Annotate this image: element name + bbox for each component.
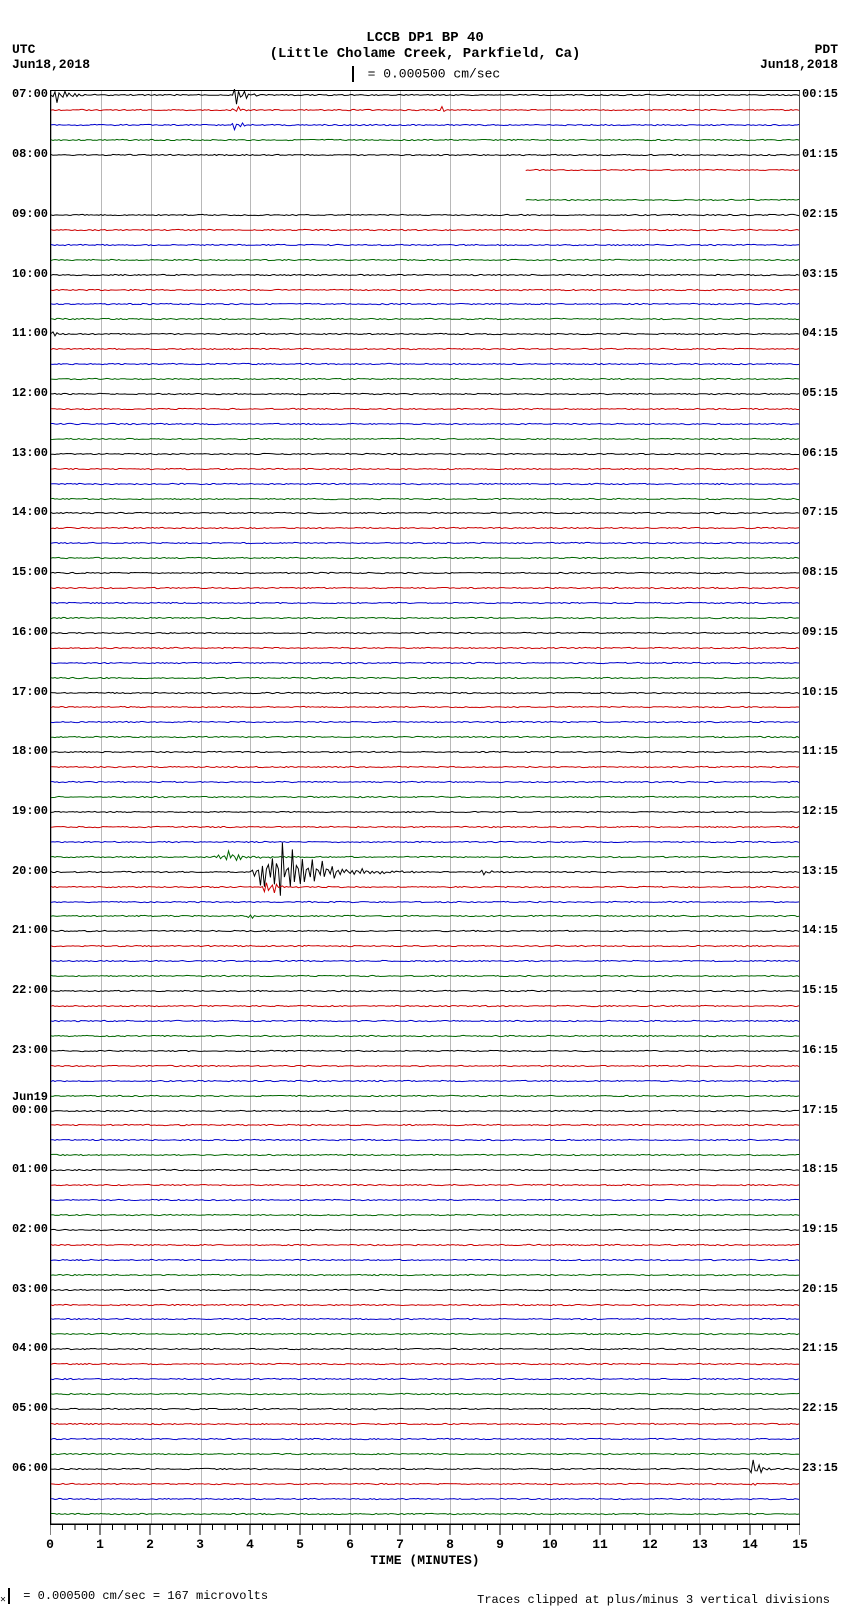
time-label-left: 18:00 <box>0 744 48 758</box>
x-tick-label: 8 <box>446 1537 454 1552</box>
x-axis-title: TIME (MINUTES) <box>50 1553 800 1568</box>
time-label-left: 06:00 <box>0 1461 48 1475</box>
tz-left-label: UTC <box>12 42 90 57</box>
x-axis-ticks <box>50 1523 800 1537</box>
x-axis: TIME (MINUTES) 0123456789101112131415 <box>50 1523 800 1563</box>
time-label-right: 08:15 <box>802 565 850 579</box>
time-label-right: 15:15 <box>802 983 850 997</box>
time-label-right: 17:15 <box>802 1103 850 1117</box>
time-label-left: 21:00 <box>0 923 48 937</box>
x-tick-label: 11 <box>592 1537 608 1552</box>
time-label-left: 04:00 <box>0 1341 48 1355</box>
x-tick-label: 14 <box>742 1537 758 1552</box>
time-label-right: 06:15 <box>802 446 850 460</box>
x-tick-label: 7 <box>396 1537 404 1552</box>
time-label-right: 12:15 <box>802 804 850 818</box>
scale-bar-icon <box>8 1588 10 1604</box>
x-tick-label: 15 <box>792 1537 808 1552</box>
time-label-left: 03:00 <box>0 1282 48 1296</box>
time-label-right: 20:15 <box>802 1282 850 1296</box>
time-label-left: 16:00 <box>0 625 48 639</box>
time-label-right: 02:15 <box>802 207 850 221</box>
time-label-left: 14:00 <box>0 505 48 519</box>
x-tick-label: 10 <box>542 1537 558 1552</box>
time-label-right: 22:15 <box>802 1401 850 1415</box>
time-label-left: 08:00 <box>0 147 48 161</box>
time-label-left: 09:00 <box>0 207 48 221</box>
time-label-right: 03:15 <box>802 267 850 281</box>
time-label-right: 19:15 <box>802 1222 850 1236</box>
time-label-right: 00:15 <box>802 87 850 101</box>
station-name: (Little Cholame Creek, Parkfield, Ca) <box>0 46 850 62</box>
tz-right-label: PDT <box>760 42 838 57</box>
time-label-right: 05:15 <box>802 386 850 400</box>
time-label-right: 07:15 <box>802 505 850 519</box>
time-label-left: 07:00 <box>0 87 48 101</box>
x-tick-label: 9 <box>496 1537 504 1552</box>
station-code: LCCB DP1 BP 40 <box>0 30 850 46</box>
x-tick-label: 1 <box>96 1537 104 1552</box>
x-tick-label: 6 <box>346 1537 354 1552</box>
time-label-left: 01:00 <box>0 1162 48 1176</box>
time-label-left: 15:00 <box>0 565 48 579</box>
grid-line <box>799 91 800 1524</box>
date-label-left: Jun19 <box>0 1090 48 1104</box>
time-label-right: 04:15 <box>802 326 850 340</box>
header: LCCB DP1 BP 40 (Little Cholame Creek, Pa… <box>0 0 850 62</box>
helicorder-plot <box>50 90 800 1525</box>
time-label-right: 11:15 <box>802 744 850 758</box>
x-tick-label: 13 <box>692 1537 708 1552</box>
time-label-right: 09:15 <box>802 625 850 639</box>
time-label-left: 11:00 <box>0 326 48 340</box>
time-label-left: 19:00 <box>0 804 48 818</box>
x-tick-label: 5 <box>296 1537 304 1552</box>
time-label-left: 22:00 <box>0 983 48 997</box>
x-tick-label: 4 <box>246 1537 254 1552</box>
x-tick-label: 0 <box>46 1537 54 1552</box>
x-tick-label: 2 <box>146 1537 154 1552</box>
x-tick-label: 3 <box>196 1537 204 1552</box>
time-label-right: 14:15 <box>802 923 850 937</box>
footer-left-text: = 0.000500 cm/sec = 167 microvolts <box>23 1590 268 1604</box>
x-tick-label: 12 <box>642 1537 658 1552</box>
time-label-left: 20:00 <box>0 864 48 878</box>
footer-right: Traces clipped at plus/minus 3 vertical … <box>477 1593 830 1607</box>
time-label-left: 23:00 <box>0 1043 48 1057</box>
time-label-left: 05:00 <box>0 1401 48 1415</box>
time-label-right: 01:15 <box>802 147 850 161</box>
time-label-right: 18:15 <box>802 1162 850 1176</box>
time-label-left: 10:00 <box>0 267 48 281</box>
footer-left: × = 0.000500 cm/sec = 167 microvolts <box>0 1588 268 1607</box>
time-label-left: 02:00 <box>0 1222 48 1236</box>
time-label-right: 13:15 <box>802 864 850 878</box>
time-label-right: 10:15 <box>802 685 850 699</box>
time-label-left: 00:00 <box>0 1103 48 1117</box>
time-label-left: 17:00 <box>0 685 48 699</box>
time-label-right: 23:15 <box>802 1461 850 1475</box>
time-label-right: 16:15 <box>802 1043 850 1057</box>
time-label-left: 12:00 <box>0 386 48 400</box>
time-label-right: 21:15 <box>802 1341 850 1355</box>
time-label-left: 13:00 <box>0 446 48 460</box>
